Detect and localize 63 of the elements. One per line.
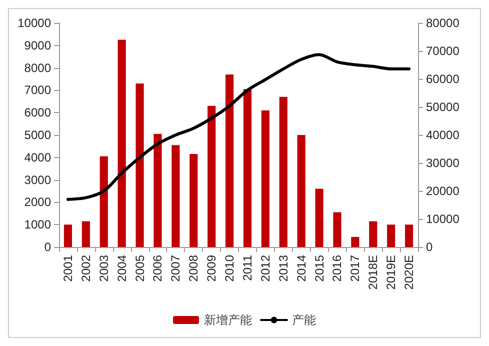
legend-label: 产能 bbox=[292, 313, 316, 327]
bar bbox=[333, 212, 342, 247]
x-tick-label: 2010 bbox=[222, 254, 237, 282]
bar bbox=[154, 134, 162, 247]
bar bbox=[208, 106, 216, 247]
line-series bbox=[66, 53, 411, 201]
x-tick-label: 2013 bbox=[276, 254, 290, 282]
bar bbox=[82, 221, 90, 247]
y-tick-label: 6000 bbox=[24, 106, 52, 120]
y2-tick-label: 70000 bbox=[426, 44, 460, 58]
x-tick-label: 2006 bbox=[150, 254, 165, 282]
x-tick-label: 2011 bbox=[240, 254, 254, 281]
x-tick-label: 2012 bbox=[258, 254, 272, 282]
y2-tick-label: 80000 bbox=[426, 16, 460, 30]
bar bbox=[351, 236, 360, 247]
y2-tick-label: 40000 bbox=[426, 128, 460, 142]
x-tick-label: 2015 bbox=[312, 254, 326, 282]
bar bbox=[118, 40, 126, 247]
y-tick-label: 8000 bbox=[24, 60, 52, 75]
y-tick-label: 0 bbox=[44, 240, 52, 254]
bar bbox=[190, 154, 198, 247]
x-tick-label: 2007 bbox=[168, 254, 183, 282]
bar bbox=[387, 224, 396, 247]
y2-tick-label: 60000 bbox=[426, 72, 460, 86]
bar bbox=[225, 74, 234, 247]
y2-tick-label: 50000 bbox=[426, 100, 460, 114]
x-tick-label: 2014 bbox=[294, 254, 308, 282]
y-tick-label: 9000 bbox=[24, 38, 52, 52]
x-tick-label: 2018E bbox=[366, 255, 380, 290]
bar bbox=[369, 221, 378, 247]
x-tick-label: 2008 bbox=[186, 254, 201, 282]
x-tick-label: 2002 bbox=[78, 254, 93, 282]
x-tick-label: 2009 bbox=[204, 254, 219, 282]
x-tick-label: 2004 bbox=[114, 254, 129, 282]
x-tick-label: 2019E bbox=[384, 255, 398, 290]
y2-tick-label: 30000 bbox=[426, 156, 460, 170]
y2-tick-label: 0 bbox=[426, 240, 433, 254]
y-tick-label: 3000 bbox=[24, 172, 52, 187]
y-tick-label: 4000 bbox=[24, 150, 52, 164]
bar bbox=[261, 110, 270, 247]
x-tick-label: 2001 bbox=[60, 254, 75, 282]
bar bbox=[404, 224, 414, 247]
bar bbox=[136, 83, 144, 247]
x-tick-label: 2017 bbox=[348, 254, 362, 282]
bar bbox=[243, 89, 252, 247]
bar bbox=[100, 156, 108, 247]
x-tick-label: 2020E bbox=[402, 255, 416, 290]
bar bbox=[315, 188, 324, 247]
x-tick-label: 2003 bbox=[96, 254, 111, 282]
y-tick-label: 5000 bbox=[24, 128, 52, 142]
bar bbox=[172, 145, 180, 247]
x-tick-label: 2005 bbox=[132, 254, 147, 282]
y-tick-label: 7000 bbox=[24, 83, 52, 98]
y-tick-label: 2000 bbox=[24, 195, 52, 210]
y2-tick-label: 10000 bbox=[426, 212, 460, 226]
x-tick-label: 2016 bbox=[330, 254, 344, 282]
bar bbox=[297, 135, 306, 247]
legend-label: 新增产能 bbox=[204, 313, 252, 327]
y-tick-label: 10000 bbox=[18, 16, 52, 30]
y2-tick-label: 20000 bbox=[426, 184, 460, 198]
bar bbox=[279, 96, 288, 247]
bar bbox=[64, 224, 72, 247]
y-tick-label: 1000 bbox=[24, 218, 52, 232]
